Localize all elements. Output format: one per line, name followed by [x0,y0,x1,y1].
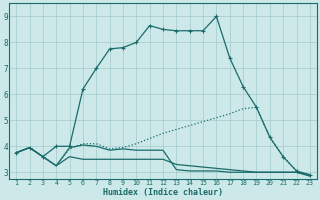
X-axis label: Humidex (Indice chaleur): Humidex (Indice chaleur) [103,188,223,197]
